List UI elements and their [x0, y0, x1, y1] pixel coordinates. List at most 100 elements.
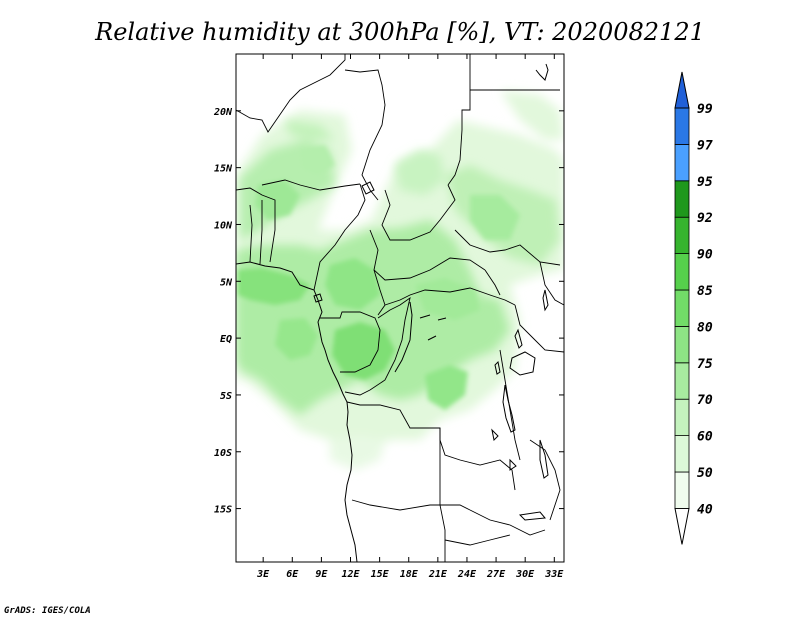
- colorbar-band: [674, 216, 690, 254]
- border-ethiopia: [539, 261, 564, 306]
- border-togo-benin: [259, 200, 263, 265]
- geographic-lines: [236, 54, 564, 562]
- latitude-axis: 20N 15N 10N 5N EQ 5S 10S 15S: [213, 107, 564, 516]
- colorbar-below-arrow: [674, 507, 690, 545]
- lon-tick-label: 21E: [428, 569, 448, 580]
- border-libya-niger-chad: [344, 69, 386, 201]
- colorbar-level-label: 80: [697, 320, 713, 335]
- colorbar-band: [674, 325, 690, 364]
- red-sea-coast: [535, 63, 549, 81]
- colorbar-above-arrow: [674, 71, 690, 109]
- lake-tanganyika: [502, 384, 516, 433]
- border-nigeria-cameroon: [313, 183, 366, 291]
- lon-tick-label: 15E: [371, 569, 390, 580]
- map-title: Relative humidity at 300hPa [%], VT: 202…: [94, 18, 705, 46]
- plot-frame: [235, 53, 565, 563]
- lake-turkana: [542, 289, 549, 312]
- lake-chad: [361, 181, 375, 195]
- border-algeria-niger: [236, 54, 346, 133]
- river-marks-central: [419, 314, 447, 341]
- rh-patch-gabon: [275, 318, 318, 360]
- colorbar: 40 50 60 70 75 80 85 90 92 95 97 99: [674, 71, 713, 545]
- colorbar-band: [674, 362, 690, 400]
- border-gabon-congo: [320, 311, 381, 373]
- colorbar-level-label: 92: [697, 211, 713, 226]
- border-botswana-zim: [444, 534, 511, 546]
- rh-patch-sahel-dark: [255, 180, 300, 220]
- rh-band-sw-light: [330, 435, 385, 470]
- colorbar-band: [674, 107, 690, 145]
- lon-tick-label: 18E: [400, 569, 419, 580]
- colorbar-level-label: 60: [697, 430, 713, 445]
- rh-patch-north-dark: [300, 145, 335, 175]
- rh-patch-coast-west: [238, 268, 310, 305]
- lat-tick-label: 5S: [220, 391, 232, 402]
- border-car-drc: [384, 287, 516, 306]
- bioko-island: [313, 293, 323, 303]
- colorbar-band: [674, 253, 690, 291]
- colorbar-band: [674, 289, 690, 327]
- lat-tick-label: 15N: [214, 164, 233, 175]
- lon-tick-label: 12E: [341, 569, 360, 580]
- longitude-axis: 3E 6E 9E 12E 15E 18E 21E 24E 27E 30E 33E: [256, 54, 564, 580]
- border-chad-sudan: [381, 184, 456, 241]
- border-chad-car: [369, 229, 486, 281]
- lake-malawi: [539, 439, 549, 479]
- border-angola-zambia: [439, 428, 471, 511]
- colorbar-level-label: 95: [697, 175, 713, 190]
- border-uganda-kenya: [514, 304, 564, 353]
- border-libya-sudan: [447, 54, 471, 186]
- lat-tick-label: 15S: [214, 505, 232, 516]
- lat-tick-label: EQ: [220, 334, 232, 345]
- lat-tick-label: 10N: [214, 220, 233, 231]
- colorbar-level-label: 90: [697, 248, 713, 263]
- border-ghana-togo: [249, 204, 253, 263]
- border-niger-nigeria: [261, 179, 361, 191]
- lon-tick-label: 30E: [515, 569, 535, 580]
- rh-patch-cameroon: [325, 258, 380, 310]
- rh-patch-drc-south: [425, 365, 468, 410]
- border-drc-tanzania: [499, 349, 521, 461]
- atlantic-coastline: [236, 261, 358, 562]
- lat-tick-label: 20N: [213, 107, 233, 118]
- lon-tick-label: 9E: [315, 569, 328, 580]
- rh-band-north-mid: [285, 120, 335, 140]
- colorbar-level-label: 50: [697, 466, 713, 481]
- colorbar-band: [674, 143, 690, 182]
- border-zambia-zimbabwe: [469, 509, 546, 536]
- lake-victoria: [509, 351, 536, 376]
- river-congo: [394, 301, 413, 373]
- colorbar-level-label: 70: [697, 393, 713, 408]
- rh-band-north-light: [500, 90, 564, 140]
- colorbar-band: [674, 471, 690, 509]
- lake-mweru: [491, 428, 499, 442]
- lat-tick-label: 5N: [220, 277, 233, 288]
- colorbar-band: [674, 398, 690, 437]
- lake-kivu: [494, 360, 501, 375]
- border-namibia-botswana: [439, 504, 446, 562]
- grads-credit: GrADS: IGES/COLA: [4, 606, 91, 616]
- border-congo-drc: [344, 296, 411, 396]
- border-burkina: [236, 187, 276, 263]
- lat-tick-label: 10S: [214, 448, 232, 459]
- lake-albert: [514, 328, 523, 349]
- lake-kariba: [518, 511, 546, 521]
- rh-patch-east-dark: [470, 195, 520, 240]
- colorbar-level-label: 85: [697, 284, 713, 299]
- border-angola-namibia: [351, 499, 440, 511]
- colorbar-band: [674, 435, 690, 473]
- colorbar-level-label: 40: [697, 502, 713, 517]
- colorbar-level-label: 97: [697, 138, 713, 153]
- colorbar-band: [674, 180, 690, 218]
- colorbar-level-label: 99: [697, 102, 713, 117]
- lon-tick-label: 27E: [486, 569, 506, 580]
- humidity-field: [236, 90, 564, 470]
- lake-bangweulu: [509, 458, 517, 471]
- border-ssudan-car: [484, 269, 501, 296]
- lon-tick-label: 33E: [544, 569, 564, 580]
- rh-patch-central-east: [415, 278, 480, 320]
- lon-tick-label: 6E: [286, 569, 299, 580]
- rh-band-north-blob: [395, 150, 445, 195]
- border-cameroon-car: [373, 269, 386, 316]
